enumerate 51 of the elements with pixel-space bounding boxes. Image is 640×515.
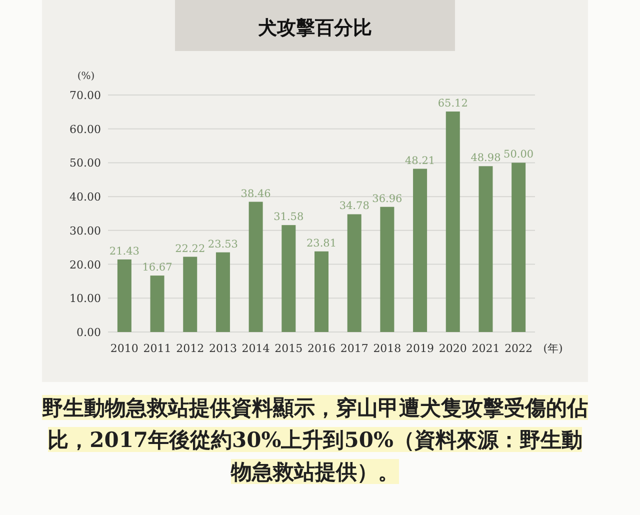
bar	[117, 259, 132, 332]
y-tick-label: 40.00	[70, 190, 101, 204]
data-label: 23.53	[208, 238, 238, 250]
text: 野生動物急救站提供資料顯示，穿山甲遭犬隻攻擊受傷的佔比，2017年後從約30%上升到50%（資料來源：野生動物急救站提供）。	[42, 395, 588, 484]
data-label: 34.78	[339, 200, 370, 212]
x-tick-label: 2018	[373, 342, 402, 355]
bar	[314, 251, 328, 332]
chart-title: 犬攻擊百分比	[257, 17, 372, 39]
y-tick-label: 70.00	[70, 89, 101, 102]
bar	[413, 168, 428, 332]
bar	[446, 112, 460, 332]
x-tick-label: 2014	[242, 342, 270, 355]
data-label: 22.22	[175, 242, 206, 255]
y-axis-title: (%)	[77, 71, 95, 82]
bar	[380, 206, 394, 332]
y-tick-label: 0.00	[76, 326, 101, 339]
data-label: 36.96	[372, 192, 403, 205]
bar	[216, 252, 230, 332]
y-tick-label: 60.00	[70, 122, 101, 136]
data-label: 23.81	[306, 237, 337, 250]
x-axis-title: (年)	[543, 342, 563, 355]
x-tick-label: 2016	[308, 342, 336, 355]
bar	[512, 162, 526, 332]
bar	[347, 214, 362, 332]
y-tick-label: 10.00	[70, 292, 101, 306]
data-label: 48.21	[405, 154, 436, 167]
data-label: 38.46	[240, 188, 272, 200]
x-tick-label: 2020	[438, 342, 467, 355]
data-label: 48.98	[470, 152, 501, 164]
data-label: 16.67	[142, 262, 172, 274]
x-tick-label: 2019	[406, 342, 434, 355]
y-tick-label: 20.00	[70, 258, 101, 272]
data-label: 50.00	[504, 148, 534, 161]
x-tick-label: 2012	[176, 342, 204, 355]
x-tick-label: 2017	[340, 342, 368, 355]
x-tick-label: 2021	[472, 342, 500, 355]
data-label: 21.43	[109, 245, 140, 258]
x-tick-label: 2011	[143, 342, 172, 355]
bar	[150, 276, 164, 332]
bar	[478, 166, 493, 332]
bar	[248, 202, 263, 332]
data-label: 65.12	[438, 98, 468, 110]
bar	[183, 256, 198, 332]
y-tick-label: 50.00	[70, 156, 101, 170]
y-tick-label: 30.00	[70, 224, 101, 238]
x-tick-label: 2022	[504, 342, 533, 355]
x-tick-label: 2010	[110, 342, 138, 355]
x-tick-label: 2013	[208, 342, 237, 355]
bar	[282, 225, 296, 332]
x-tick-label: 2015	[274, 342, 303, 355]
data-label: 31.58	[274, 211, 304, 224]
